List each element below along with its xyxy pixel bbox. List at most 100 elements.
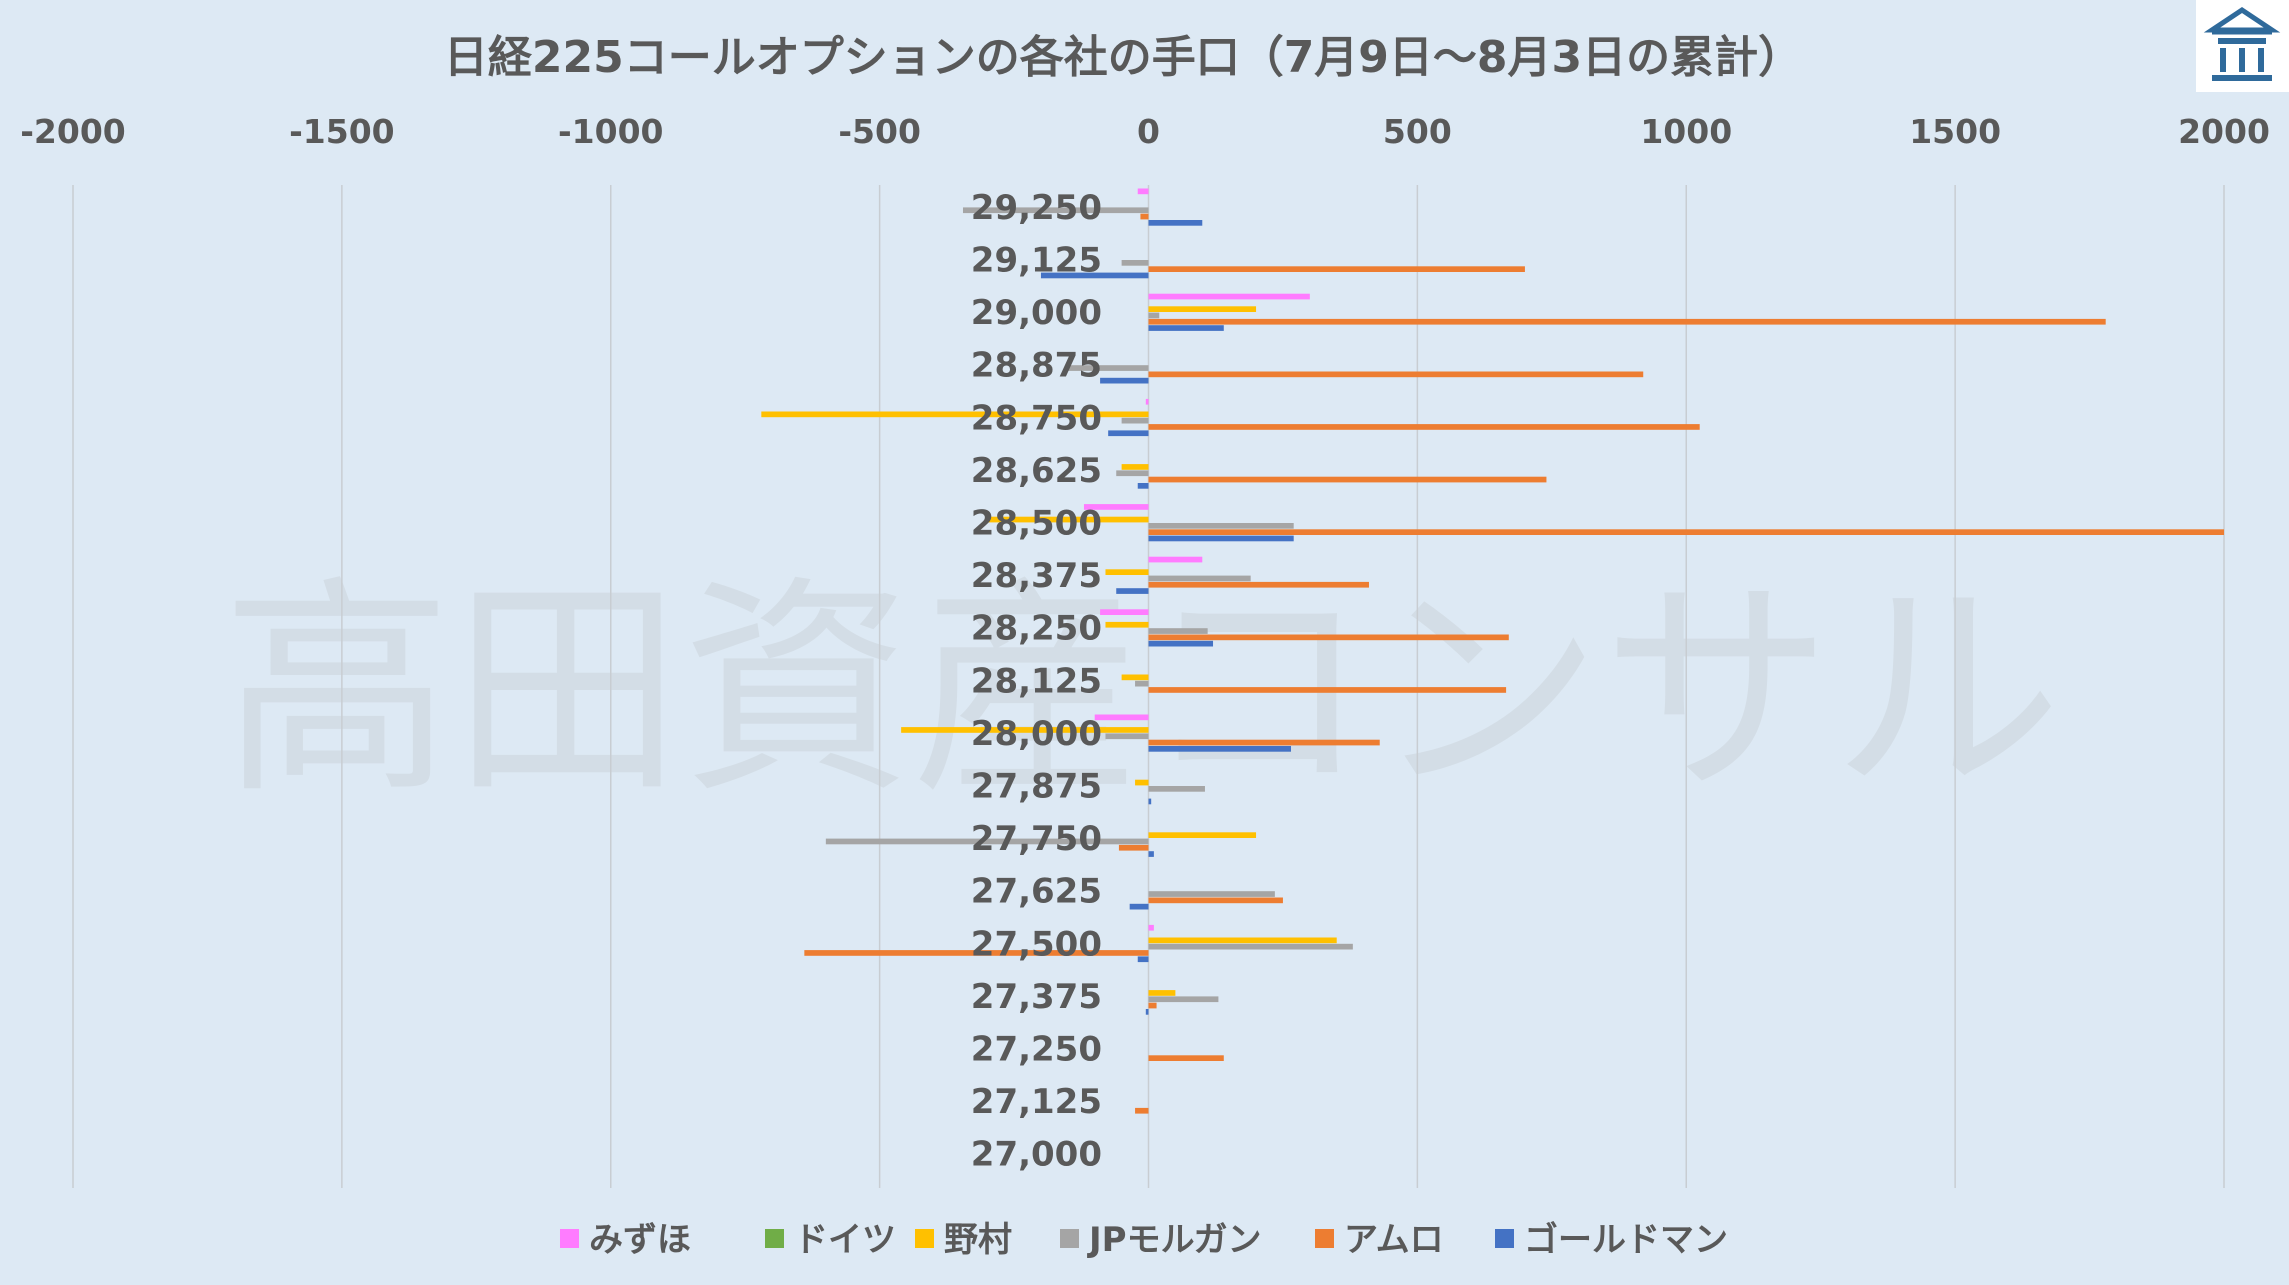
bar <box>1148 990 1176 996</box>
legend-item: みずほ <box>560 1220 691 1260</box>
bar <box>1148 523 1294 529</box>
bar <box>1105 733 1149 740</box>
bar <box>1116 470 1149 477</box>
x-tick-label: -1000 <box>558 112 664 151</box>
category-label: 28,750 <box>971 398 1102 438</box>
bar <box>1105 621 1149 628</box>
x-tick-label: 2000 <box>2178 112 2270 151</box>
category-label: 28,125 <box>971 661 1102 701</box>
grid <box>72 185 2225 1188</box>
legend-item: JPモルガン <box>1060 1220 1262 1260</box>
bar <box>1148 628 1208 634</box>
bar <box>1148 318 2106 325</box>
category-label: 28,500 <box>971 504 1102 544</box>
category-label: 27,125 <box>971 1082 1102 1122</box>
bar <box>1148 424 1700 430</box>
bars <box>761 188 2224 1114</box>
bar <box>1148 786 1205 792</box>
bar <box>1148 851 1154 857</box>
bar <box>1148 325 1224 331</box>
bar <box>1100 377 1149 384</box>
bar <box>962 207 1149 214</box>
legend-swatch <box>1315 1229 1334 1248</box>
bar <box>1067 365 1149 371</box>
legend-swatch <box>765 1229 784 1248</box>
bar <box>1105 569 1149 575</box>
category-label: 27,625 <box>971 872 1102 912</box>
bar <box>1083 504 1149 510</box>
x-tick-label: 0 <box>1137 112 1160 151</box>
legend-swatch <box>560 1229 579 1248</box>
legend-label: JPモルガン <box>1087 1220 1262 1260</box>
bar <box>1148 634 1509 641</box>
bar <box>1148 746 1292 752</box>
bar <box>1135 779 1149 786</box>
bar <box>1148 640 1214 647</box>
category-label: 29,250 <box>971 188 1102 228</box>
x-tick-label: -500 <box>838 112 921 151</box>
bar <box>1121 464 1149 470</box>
category-label: 27,250 <box>971 1030 1102 1070</box>
bar <box>987 516 1149 523</box>
legend-item: 野村 <box>915 1220 1012 1260</box>
bar <box>1148 943 1353 950</box>
bar <box>901 727 1149 733</box>
bar <box>1148 1002 1157 1009</box>
x-tick-label: -2000 <box>20 112 126 151</box>
category-label: 27,875 <box>971 767 1102 807</box>
legend-label: ドイツ <box>794 1220 896 1260</box>
bar <box>1140 213 1149 220</box>
bar <box>1040 272 1149 279</box>
category-label: 28,000 <box>971 714 1102 754</box>
bar <box>1121 260 1149 266</box>
legend-label: アムロ <box>1344 1220 1444 1260</box>
bar <box>825 838 1149 845</box>
category-label: 28,250 <box>971 609 1102 649</box>
bar <box>1094 714 1149 721</box>
bar <box>1148 575 1251 582</box>
bar <box>1148 687 1507 693</box>
legend-item: ゴールドマン <box>1495 1220 1728 1260</box>
bar <box>1137 483 1149 489</box>
bar <box>1148 937 1337 944</box>
bar <box>1148 266 1525 272</box>
bar <box>1148 891 1275 897</box>
bar <box>1148 1055 1224 1061</box>
bar <box>1148 556 1203 563</box>
bar <box>1148 832 1257 838</box>
category-label: 28,375 <box>971 556 1102 596</box>
bar <box>1135 1107 1149 1114</box>
bar <box>1148 897 1283 904</box>
legend-swatch <box>1060 1229 1079 1248</box>
category-label: 27,750 <box>971 819 1102 859</box>
bar <box>1121 417 1149 424</box>
bar <box>1148 306 1257 312</box>
bar <box>1148 476 1547 483</box>
bar <box>804 950 1149 956</box>
x-tick-label: -1500 <box>289 112 395 151</box>
category-label: 29,000 <box>971 293 1102 333</box>
category-label: 29,125 <box>971 241 1102 281</box>
legend-label: ゴールドマン <box>1524 1220 1728 1260</box>
bar <box>1148 739 1380 746</box>
legend-label: みずほ <box>589 1220 691 1260</box>
chart-title: 日経225コールオプションの各社の手口（7月9日～8月3日の累計） <box>444 32 1802 83</box>
bar <box>1148 371 1644 378</box>
bar <box>1148 581 1369 588</box>
bar <box>1148 996 1219 1003</box>
bar <box>1137 188 1149 195</box>
bar <box>1135 680 1149 687</box>
category-label: 27,375 <box>971 977 1102 1017</box>
bar <box>1148 924 1154 931</box>
bar <box>1148 293 1310 300</box>
bar <box>1145 1009 1149 1015</box>
bar <box>1137 956 1149 963</box>
bar <box>1108 430 1149 437</box>
category-labels: 29,250 29,125 29,000 28,875 28,750 28,625 28,5… <box>971 188 1102 1175</box>
category-label: 28,875 <box>971 346 1102 386</box>
x-tick-label: 1000 <box>1640 112 1732 151</box>
bar <box>1118 844 1149 851</box>
category-label: 27,000 <box>971 1135 1102 1175</box>
legend-item: ドイツ <box>765 1220 896 1260</box>
